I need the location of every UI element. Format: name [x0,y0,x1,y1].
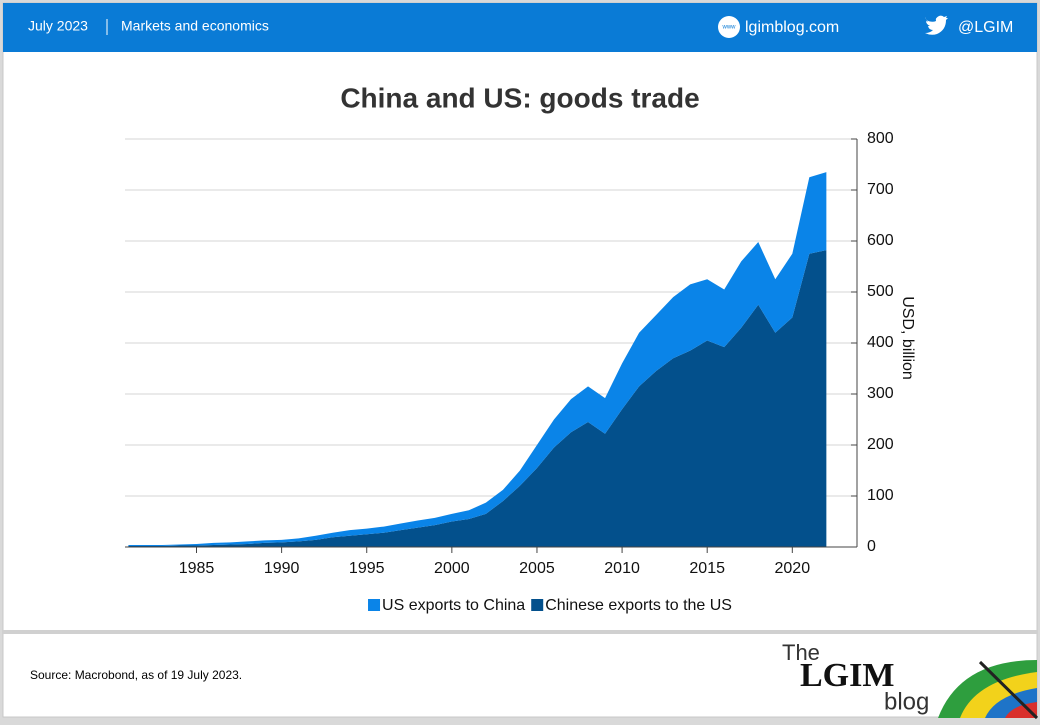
x-tick-label: 1990 [264,560,300,577]
logo-main: LGIM [800,657,894,694]
header-website[interactable]: lgimblog.com [745,19,839,36]
legend-swatch [531,599,544,611]
y-tick-label: 400 [867,334,894,351]
source-note: Source: Macrobond, as of 19 July 2023. [30,668,242,682]
y-axis-label: USD, billion [899,296,916,380]
chart-title: China and US: goods trade [340,82,699,113]
legend: US exports to China Chinese exports to th… [368,597,732,614]
header-bar [3,3,1037,52]
logo-the: The [782,640,820,665]
x-tick-label: 1985 [179,560,215,577]
logo-blog: blog [884,688,929,715]
web-icon-text: www [722,25,737,31]
header-date: July 2023 [28,18,88,34]
x-tick-label: 2005 [519,560,555,577]
x-tick-label: 2010 [604,560,640,577]
y-tick-label: 200 [867,436,894,453]
web-icon[interactable] [718,16,740,38]
x-tick-label: 2020 [775,560,811,577]
y-tick-label: 300 [867,385,894,402]
y-tick-label: 600 [867,232,894,249]
y-tick-label: 0 [867,538,876,555]
x-tick-label: 1995 [349,560,385,577]
logo-handle [978,660,1039,720]
area [128,250,827,547]
header-twitter[interactable]: @LGIM [958,19,1013,36]
header-section: Markets and economics [121,18,269,34]
twitter-icon[interactable] [925,15,948,35]
y-tick-label: 800 [867,130,894,147]
x-tick-label: 2000 [434,560,470,577]
logo: The LGIM blog [782,640,1039,720]
y-tick-label: 500 [867,283,894,300]
x-tick-label: 2015 [689,560,725,577]
legend-label: US exports to China [382,597,525,614]
legend-label: Chinese exports to the US [545,597,732,614]
logo-umbrella [1005,702,1037,718]
y-tick-label: 100 [867,487,894,504]
legend-swatch [368,599,381,611]
y-tick-label: 700 [867,181,894,198]
